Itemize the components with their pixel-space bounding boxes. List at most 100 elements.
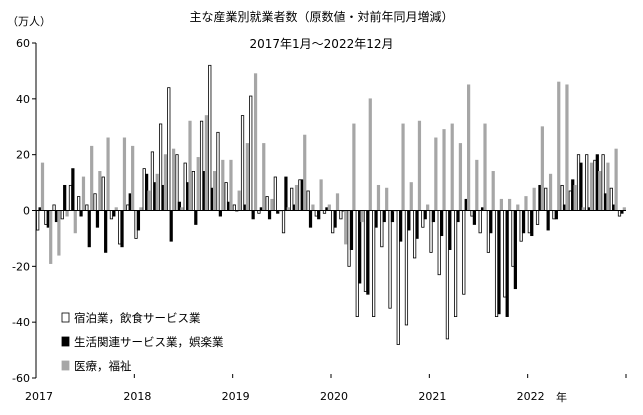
bar-series2-60	[521, 210, 526, 234]
bar-series1-38	[339, 210, 343, 220]
bar-series3-2	[49, 210, 53, 264]
bar-series2-27	[251, 210, 255, 220]
bar-series2-49	[431, 210, 436, 223]
bar-series2-35	[317, 210, 321, 220]
bar-series3-6	[81, 176, 86, 211]
bar-series3-66	[573, 184, 577, 211]
x-axis-unit: 年	[556, 391, 567, 404]
bar-series3-61	[532, 187, 536, 211]
bar-series2-63	[546, 210, 550, 231]
bar-series2-6	[79, 210, 83, 217]
bar-series3-38	[344, 210, 348, 245]
bar-series3-43	[385, 187, 389, 211]
bar-series2-39	[349, 210, 354, 250]
bar-series2-13	[136, 210, 141, 231]
bar-series1-68	[585, 154, 589, 211]
bar-series3-65	[565, 84, 569, 211]
bar-series2-29	[267, 210, 272, 220]
bar-series3-3	[57, 210, 61, 256]
bar-series1-34	[306, 190, 310, 211]
bar-series3-22	[212, 171, 217, 211]
chart-subtitle: 2017年1月～2022年12月	[249, 37, 394, 51]
y-tick-label-7: -60	[12, 372, 30, 385]
bar-series3-21	[204, 115, 209, 211]
bar-series3-50	[442, 129, 446, 211]
bar-series3-5	[73, 210, 77, 234]
bar-series3-64	[557, 81, 561, 211]
bar-series3-48	[426, 204, 430, 211]
y-tick-label-2: 40	[16, 93, 30, 106]
y-tick-label-5: -20	[12, 260, 30, 273]
bar-series2-8	[95, 210, 100, 228]
bar-series2-52	[456, 210, 460, 223]
bar-series3-27	[253, 73, 258, 211]
bar-series1-44	[388, 210, 392, 309]
bar-series2-7	[87, 210, 91, 248]
bar-series1-63	[544, 187, 548, 211]
legend-label-3: 医療，福祉	[74, 359, 132, 373]
bar-series3-58	[507, 198, 512, 211]
x-year-label-3: 2019	[222, 390, 250, 403]
legend-swatch-3	[61, 360, 70, 371]
bar-series3-35	[319, 179, 323, 211]
bar-series1-53	[462, 210, 466, 295]
bar-series3-40	[360, 210, 364, 223]
bar-series3-7	[90, 145, 94, 211]
bar-series2-43	[382, 210, 386, 223]
bar-series1-31	[281, 210, 286, 234]
x-year-label-5: 2021	[418, 390, 446, 403]
chart-title: 主な産業別就業者数（原数値・対前年同月増減）	[189, 10, 454, 24]
bar-series3-68	[589, 162, 594, 211]
y-tick-label-3: 20	[16, 149, 30, 162]
bar-series2-56	[489, 210, 493, 234]
bar-series3-70	[606, 162, 610, 211]
bar-series2-44	[390, 210, 395, 223]
bar-series2-67	[579, 162, 583, 211]
bar-series3-51	[450, 123, 454, 211]
bar-series3-23	[221, 159, 225, 211]
legend-label-2: 生活関連サービス業，娯楽業	[74, 335, 224, 349]
bar-series3-42	[376, 184, 381, 211]
bar-series1-1	[36, 210, 40, 231]
y-tick-label-1: 60	[16, 37, 30, 50]
x-year-label-2: 2018	[123, 390, 151, 403]
bar-series1-29	[265, 196, 269, 211]
bar-series3-69	[598, 171, 602, 211]
legend-label-1: 宿泊業，飲食サービス業	[74, 311, 201, 325]
bar-series2-37	[333, 210, 337, 228]
bar-series3-24	[229, 159, 233, 211]
bar-series1-6	[77, 196, 81, 211]
bar-series2-46	[407, 210, 411, 231]
bar-series3-60	[524, 196, 528, 211]
bar-series3-54	[475, 159, 479, 211]
bar-series3-12	[131, 145, 135, 211]
bar-series3-41	[368, 98, 372, 211]
bar-series3-37	[335, 193, 340, 211]
bar-series2-23	[218, 210, 222, 217]
bar-series3-34	[311, 204, 315, 211]
bar-series3-46	[409, 182, 413, 211]
bar-series1-20	[191, 171, 195, 211]
bar-series3-20	[196, 157, 200, 211]
bar-series3-47	[417, 120, 422, 211]
bar-series2-10	[112, 210, 116, 217]
y-tick-label-6: -40	[12, 316, 30, 329]
bar-series3-28	[262, 143, 266, 211]
bar-series3-26	[245, 143, 249, 211]
bar-series2-54	[472, 210, 477, 225]
bar-series3-53	[467, 84, 471, 211]
bar-series3-9	[106, 137, 110, 211]
bar-series2-45	[399, 210, 403, 242]
bar-series2-11	[120, 210, 124, 248]
bar-series2-34	[308, 210, 313, 228]
bar-series2-61	[530, 210, 534, 237]
bar-series2-17	[169, 210, 173, 242]
bar-series3-57	[499, 198, 504, 211]
bar-series3-16	[163, 154, 168, 211]
bar-series3-29	[270, 198, 274, 211]
bar-series1-7	[85, 204, 89, 211]
bar-series3-62	[540, 126, 544, 211]
bar-series1-8	[93, 193, 97, 211]
bar-series1-23	[216, 131, 220, 211]
bar-series2-50	[440, 210, 444, 237]
